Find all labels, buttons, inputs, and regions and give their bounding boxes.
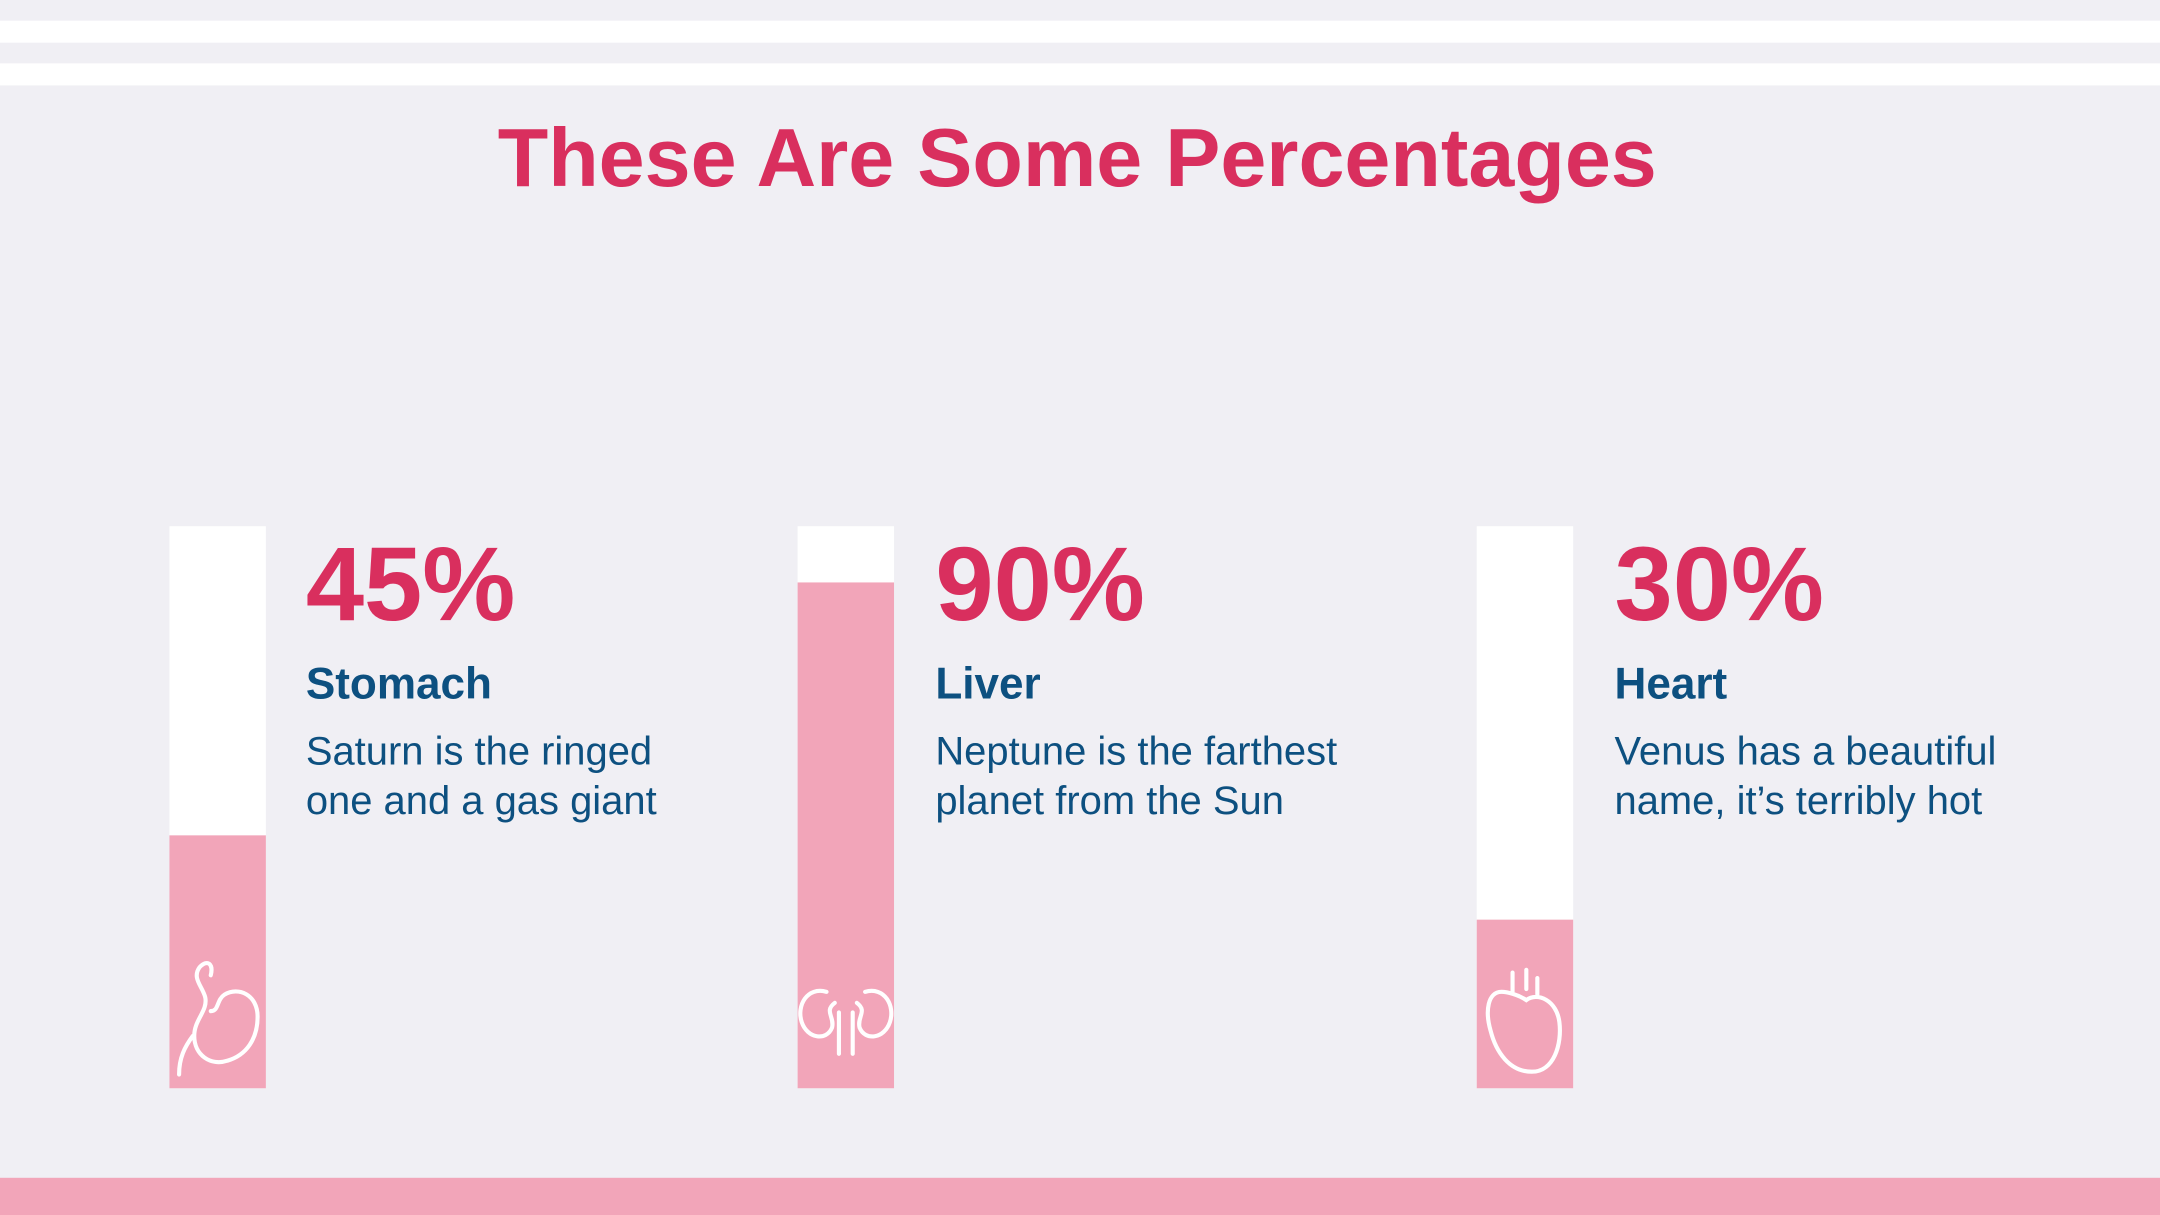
bottom-band (0, 1177, 2160, 1215)
description: Neptune is the farthest (935, 730, 1337, 774)
title: These Are Some Percentages (498, 111, 1657, 204)
bar (797, 582, 895, 1089)
category-label: Stomach (306, 659, 492, 708)
category-label: Liver (935, 659, 1040, 708)
top-stripe (0, 63, 2160, 86)
description: name, it’s terribly hot (1614, 779, 1982, 823)
value-label: 30% (1614, 526, 1824, 643)
organ-icon (798, 988, 894, 1056)
description: one and a gas giant (306, 779, 657, 823)
value-label: 45% (306, 526, 516, 643)
description: Saturn is the ringed (306, 730, 652, 774)
category-label: Heart (1614, 659, 1727, 708)
organ-icon (1485, 967, 1562, 1074)
organ-icon (177, 961, 260, 1077)
value-label: 90% (935, 526, 1145, 643)
description: Venus has a beautiful (1614, 730, 1996, 774)
description: planet from the Sun (935, 779, 1284, 823)
top-stripe (0, 20, 2160, 43)
bar (1476, 919, 1574, 1089)
